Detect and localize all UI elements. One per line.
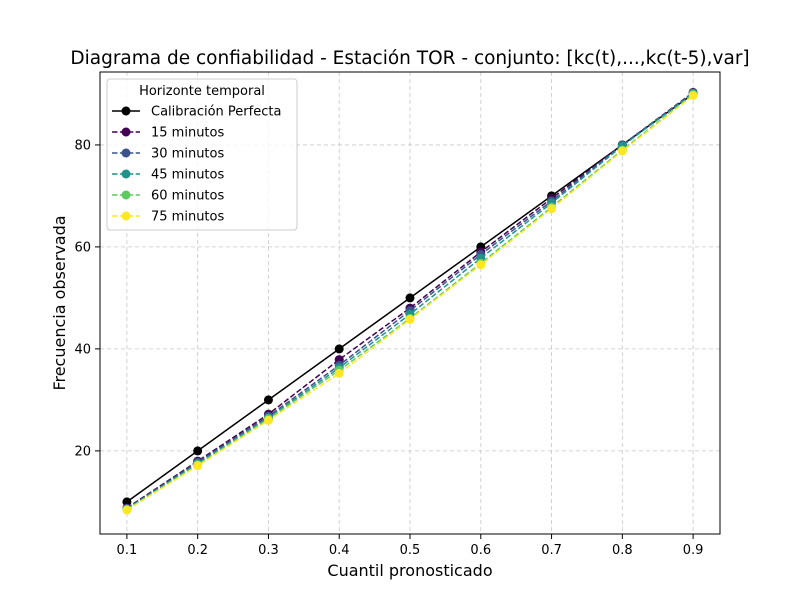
series-layer [122,87,698,515]
y-axis-ticks: 20 40 60 80 [74,138,100,459]
data-point [334,368,344,378]
legend-title: Horizonte temporal [139,84,265,99]
y-tick-label: 20 [74,444,91,459]
legend-label: 60 minutos [151,189,224,204]
legend-label: 45 minutos [151,168,224,183]
y-tick-label: 60 [74,240,91,255]
legend-swatch-marker [121,190,131,200]
data-point [405,314,415,324]
data-point [193,446,203,456]
x-tick-label: 0.2 [187,543,208,558]
x-axis-ticks: 0.1 0.2 0.3 0.4 0.5 0.6 0.7 0.8 0.9 [117,534,704,558]
data-point [263,395,273,405]
legend-label: 75 minutos [151,210,224,225]
legend-swatch-marker [121,127,131,137]
legend-swatch-marker [121,106,131,116]
data-point [547,204,557,214]
x-tick-label: 0.4 [329,543,350,558]
legend-item: 75 minutos [112,210,224,225]
legend-items: Calibración Perfecta 15 minutos 30 minutos… [112,105,281,225]
x-axis-label: Cuantil pronosticado [327,561,492,580]
legend-item: 30 minutos [112,147,224,162]
data-point [405,293,415,303]
data-point [334,344,344,354]
x-tick-label: 0.9 [683,543,704,558]
y-tick-label: 80 [74,138,91,153]
legend-label: 30 minutos [151,147,224,162]
y-axis-label: Frecuencia observada [50,215,69,390]
legend-swatch-marker [121,169,131,179]
series-6 [122,90,698,515]
legend-swatch-marker [121,211,131,221]
x-tick-label: 0.7 [541,543,562,558]
legend-label: 15 minutos [151,126,224,141]
data-point [122,505,132,515]
x-tick-label: 0.3 [258,543,279,558]
legend-item: Calibración Perfecta [112,105,281,120]
legend-box [106,78,298,231]
x-tick-label: 0.5 [400,543,421,558]
x-tick-label: 0.6 [470,543,491,558]
legend-label: Calibración Perfecta [151,105,281,120]
chart-title: Diagrama de confiabilidad - Estación TOR… [70,48,749,69]
x-tick-label: 0.8 [612,543,633,558]
data-point [263,415,273,425]
series-line [126,92,694,510]
data-point [688,90,698,100]
y-tick-label: 40 [74,342,91,357]
legend-swatch-marker [121,148,131,158]
data-point [193,461,203,471]
legend-item: 15 minutos [112,126,224,141]
data-point [476,260,486,270]
legend-item: 60 minutos [112,189,224,204]
legend: Horizonte temporal Calibración Perfecta 1… [106,78,298,231]
data-point [617,146,627,156]
x-tick-label: 0.1 [117,543,138,558]
legend-item: 45 minutos [112,168,224,183]
